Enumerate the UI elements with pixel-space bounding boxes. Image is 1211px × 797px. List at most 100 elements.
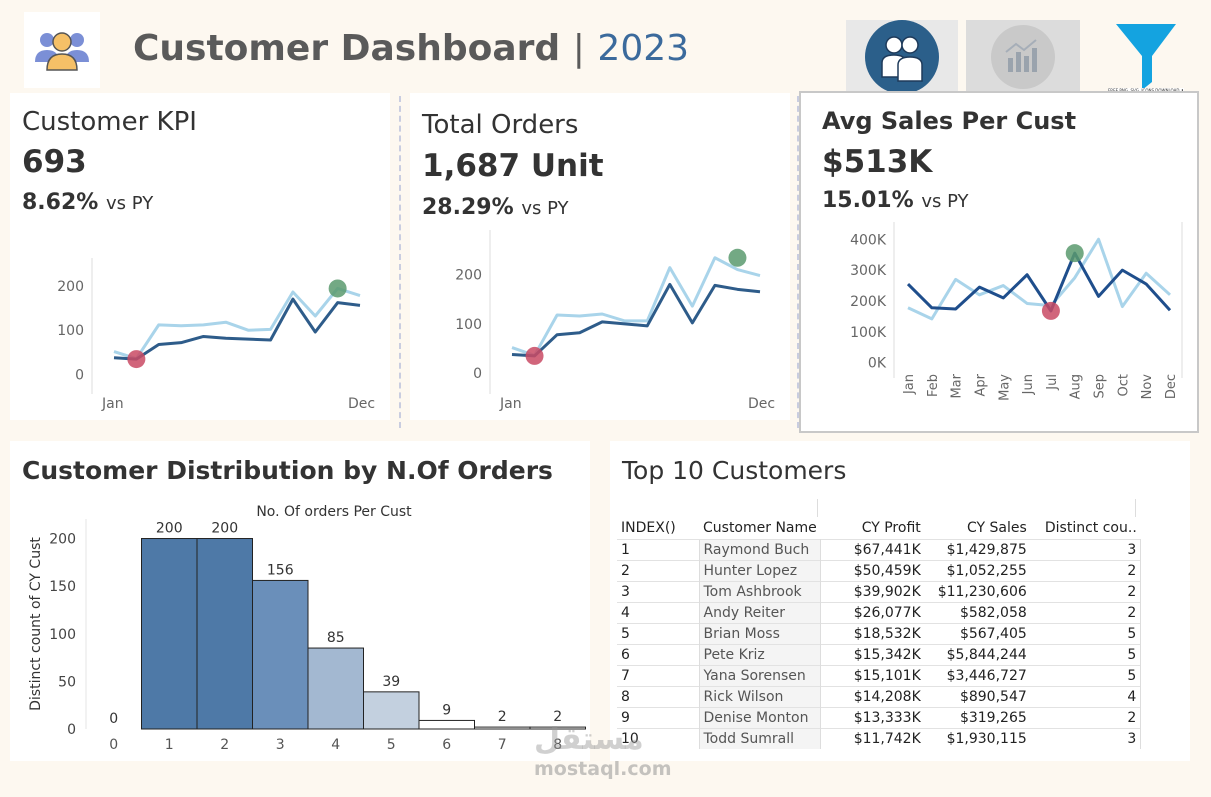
table-row[interactable]: 8 Rick Wilson $14,208K $890,547 4 xyxy=(617,685,1142,707)
customer-name: Pete Kriz xyxy=(698,643,822,665)
bar xyxy=(252,579,309,730)
series-line-py xyxy=(907,237,1172,321)
kpi-title: Avg Sales Per Cust xyxy=(822,107,1077,135)
column-divider xyxy=(1135,499,1136,517)
x-tick-label: 4 xyxy=(331,737,340,753)
customer-name: Raymond Buch xyxy=(698,538,822,560)
table-row[interactable]: 1 Raymond Buch $67,441K $1,429,875 3 xyxy=(617,538,1142,560)
kpi-value: $513K xyxy=(822,144,933,180)
x-tick-label: Jun xyxy=(1021,374,1036,395)
cy-sales: $582,058 xyxy=(924,601,1031,623)
divider xyxy=(797,96,799,428)
table-row[interactable]: 2 Hunter Lopez $50,459K $1,052,255 2 xyxy=(617,559,1142,581)
x-tick-label: 0 xyxy=(109,737,118,753)
kpi-change: 15.01% vs PY xyxy=(822,188,969,213)
x-tick-label: 5 xyxy=(387,737,396,753)
y-tick-label: 100 xyxy=(57,323,84,339)
y-tick-label: 200 xyxy=(49,532,76,548)
x-tick-label: Feb xyxy=(926,374,941,397)
cy-profit: $67,441K xyxy=(820,538,925,560)
row-index: 1 xyxy=(617,538,699,560)
y-tick-label: 200K xyxy=(850,294,887,310)
x-tick-label: Dec xyxy=(1164,374,1179,399)
distinct-count: 4 xyxy=(1030,685,1142,707)
cy-profit: $18,532K xyxy=(820,622,925,644)
table-row[interactable]: 5 Brian Moss $18,532K $567,405 5 xyxy=(617,622,1142,644)
x-tick-label: Oct xyxy=(1116,374,1131,396)
kpi-card-avg-sales xyxy=(799,91,1199,433)
bar-value-label: 85 xyxy=(327,630,345,646)
filter-caption: FREE PNG, SVG, ICONS DOWNLOAD ⬇ xyxy=(1108,88,1184,93)
y-tick-label: 100 xyxy=(455,317,482,333)
row-index: 2 xyxy=(617,559,699,581)
table-row[interactable]: 3 Tom Ashbrook $39,902K $11,230,606 2 xyxy=(617,580,1142,602)
cy-profit: $13,333K xyxy=(820,706,925,728)
filter-funnel-icon[interactable] xyxy=(1108,20,1184,96)
table-header-row: INDEX() Customer Name CY Profit CY Sales… xyxy=(617,517,1141,539)
x-tick-label: Sep xyxy=(1093,374,1108,399)
cy-profit: $11,742K xyxy=(820,727,925,749)
distinct-count: 5 xyxy=(1030,643,1142,665)
table-row[interactable]: 4 Andy Reiter $26,077K $582,058 2 xyxy=(617,601,1142,623)
cy-profit: $15,342K xyxy=(820,643,925,665)
table-row[interactable]: 9 Denise Monton $13,333K $319,265 2 xyxy=(617,706,1142,728)
x-tick-label: 2 xyxy=(220,737,229,753)
column-divider xyxy=(817,499,818,517)
table-row[interactable]: 10 Todd Sumrall $11,742K $1,930,115 3 xyxy=(617,727,1142,749)
bar xyxy=(529,726,586,730)
logo xyxy=(24,12,100,88)
table-row[interactable]: 6 Pete Kriz $15,342K $5,844,244 5 xyxy=(617,643,1142,665)
cy-profit: $39,902K xyxy=(820,580,925,602)
top-customers-table: INDEX() Customer Name CY Profit CY Sales… xyxy=(617,517,1142,749)
sales-view-button[interactable] xyxy=(966,20,1080,94)
x-tick-label: Jan xyxy=(499,396,522,412)
row-index: 8 xyxy=(617,685,699,707)
row-index: 3 xyxy=(617,580,699,602)
column-header[interactable]: CY Profit xyxy=(861,519,921,536)
cy-sales: $319,265 xyxy=(924,706,1031,728)
bar xyxy=(418,719,475,730)
distinct-count: 5 xyxy=(1030,622,1142,644)
x-tick-label: 8 xyxy=(553,737,562,753)
y-tick-label: 0 xyxy=(75,368,84,384)
top-customers-title: Top 10 Customers xyxy=(622,456,847,485)
series-line-cy xyxy=(511,282,761,358)
orders-distribution-bar-chart: No. Of orders Per Cust Distinct count of … xyxy=(28,504,586,753)
distribution-title: Customer Distribution by N.Of Orders xyxy=(22,456,553,485)
min-marker xyxy=(525,346,544,365)
kpi-value: 693 xyxy=(22,144,87,180)
avg-sales-line-chart: 400K 300K 200K 100K 0K Jan Feb Mar Apr May Jun Jul A… xyxy=(850,222,1183,401)
cy-sales: $5,844,244 xyxy=(924,643,1031,665)
customers-group-icon xyxy=(35,32,89,71)
customer-view-button[interactable] xyxy=(846,20,958,94)
series-line-py xyxy=(113,286,361,361)
kpi-value: 1,687 Unit xyxy=(422,148,604,184)
table-row[interactable]: 7 Yana Sorensen $15,101K $3,446,727 5 xyxy=(617,664,1142,686)
y-tick-label: 200 xyxy=(57,279,84,295)
column-header[interactable]: CY Sales xyxy=(966,519,1027,536)
column-header[interactable]: Customer Name xyxy=(703,519,817,536)
chart-subtitle: No. Of orders Per Cust xyxy=(256,504,412,520)
bar-value-label: 0 xyxy=(109,711,118,727)
column-header[interactable]: INDEX() xyxy=(621,519,676,536)
x-tick-label: Dec xyxy=(348,396,375,412)
customer-name: Andy Reiter xyxy=(698,601,822,623)
bar-chart-icon xyxy=(991,25,1055,89)
bar-value-label: 2 xyxy=(498,709,507,725)
min-marker xyxy=(127,350,146,369)
column-header[interactable]: Distinct cou.. xyxy=(1044,519,1137,536)
page-title-year: 2023 xyxy=(597,28,690,69)
customer-name: Yana Sorensen xyxy=(698,664,822,686)
bar-value-label: 39 xyxy=(382,674,400,690)
x-tick-label: Mar xyxy=(950,373,965,398)
bar-value-label: 156 xyxy=(267,562,294,578)
kpi-card-customers xyxy=(10,93,390,420)
max-marker xyxy=(728,248,747,267)
distinct-count: 2 xyxy=(1030,601,1142,623)
kpi-title: Customer KPI xyxy=(22,107,197,137)
y-tick-label: 400K xyxy=(850,232,887,248)
series-line-cy xyxy=(113,297,361,361)
x-tick-label: Apr xyxy=(973,373,988,396)
row-index: 4 xyxy=(617,601,699,623)
x-tick-label: 6 xyxy=(442,737,451,753)
